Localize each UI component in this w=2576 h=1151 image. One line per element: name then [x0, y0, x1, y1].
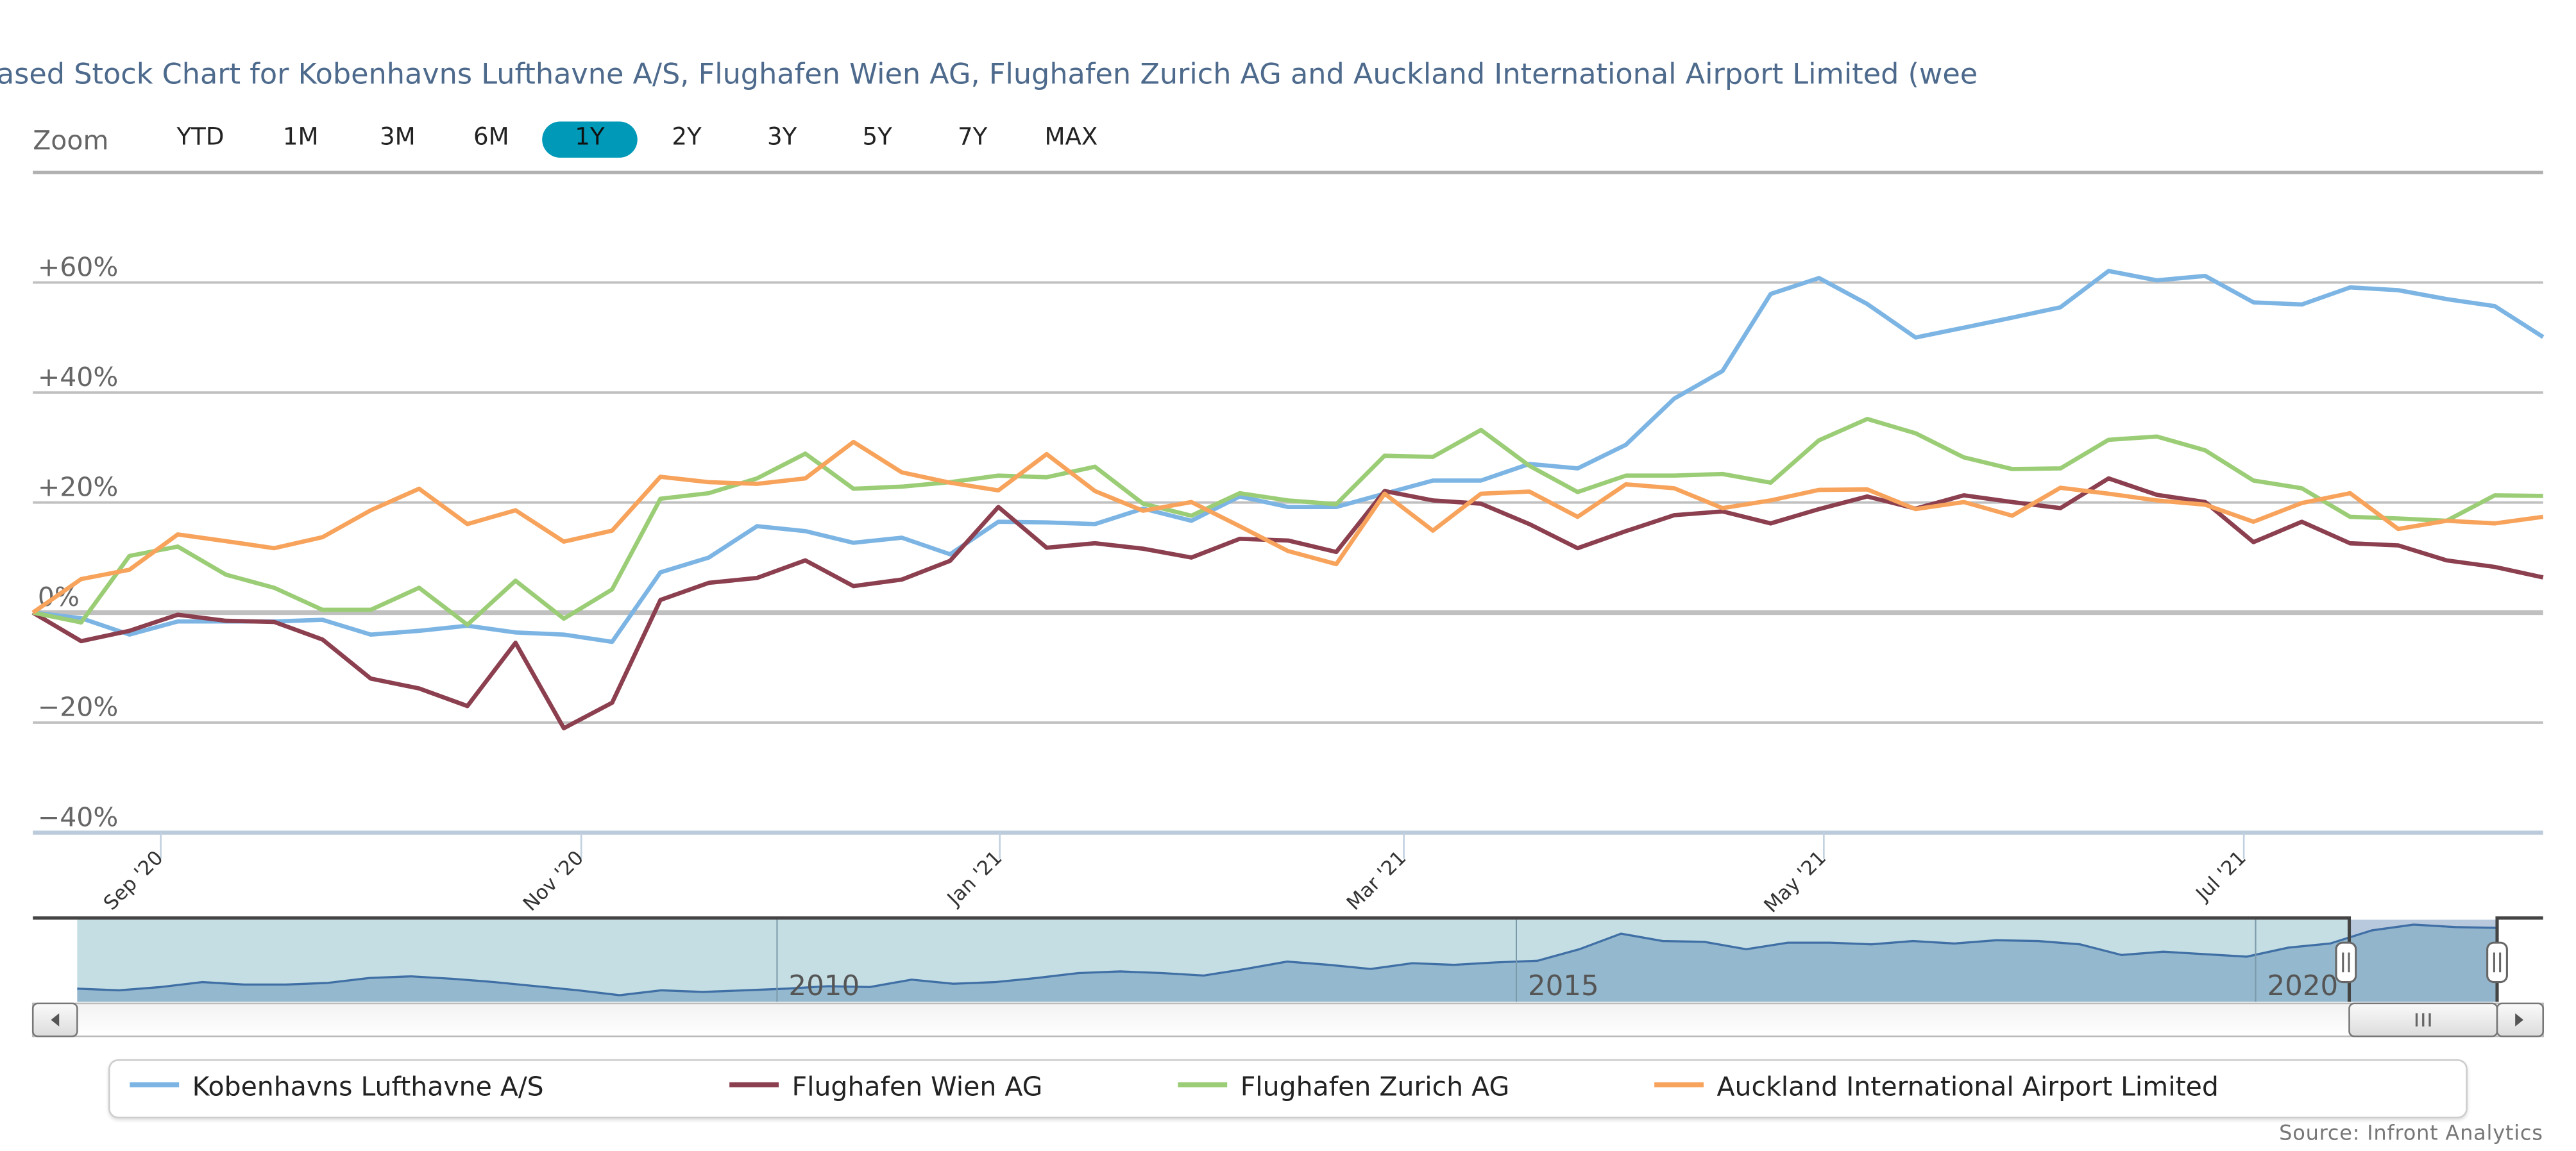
legend-swatch — [1178, 1082, 1228, 1088]
legend-label: Kobenhavns Lufthavne A/S — [192, 1070, 544, 1102]
zoom-label: Zoom — [33, 124, 109, 156]
x-tick-label: Sep '20 — [99, 846, 168, 915]
y-tick-label: +40% — [38, 362, 118, 392]
series-line-flughafen-zurich-ag — [32, 417, 2543, 627]
zoom-button-7y[interactable]: 7Y — [958, 124, 988, 151]
x-tick-label: Jul '21 — [2190, 846, 2251, 907]
y-tick-label: +60% — [38, 251, 118, 282]
legend-swatch — [729, 1082, 779, 1088]
zoom-button-1m[interactable]: 1M — [282, 124, 319, 151]
zoom-button-max[interactable]: MAX — [1044, 124, 1098, 151]
navigator-line — [77, 923, 2498, 996]
y-tick-label: −40% — [38, 802, 118, 832]
navigator-handle-left[interactable] — [2335, 941, 2357, 984]
legend-item-wien[interactable]: Flughafen Wien AG — [729, 1071, 1042, 1102]
legend-swatch — [1654, 1082, 1704, 1088]
legend: Kobenhavns Lufthavne A/S Flughafen Wien … — [108, 1059, 2468, 1119]
legend-swatch — [130, 1082, 180, 1088]
arrow-left-icon — [51, 1013, 60, 1027]
arrow-right-icon — [2515, 1013, 2524, 1027]
navigator-area — [77, 924, 2498, 1002]
zoom-button-ytd[interactable]: YTD — [176, 124, 225, 151]
series-line-auckland-international-airport-limited — [31, 439, 2544, 615]
x-tick-label: Mar '21 — [1342, 846, 1411, 915]
navigator-handle-right[interactable] — [2486, 941, 2508, 984]
legend-label: Auckland International Airport Limited — [1716, 1070, 2219, 1102]
zoom-button-3m[interactable]: 3M — [379, 124, 416, 151]
navigator-year-label: 2015 — [1528, 970, 1599, 1002]
series-line-kobenhavns-lufthavne-a-s — [32, 269, 2545, 644]
zoom-button-5y[interactable]: 5Y — [862, 124, 892, 151]
navigator-year-label: 2010 — [788, 970, 860, 1002]
navigator-year-label: 2020 — [2267, 970, 2338, 1002]
chart-title: ased Stock Chart for Kobenhavns Lufthavn… — [0, 59, 1978, 92]
series-line-flughafen-wien-ag — [31, 476, 2544, 730]
x-tick-label: May '21 — [1759, 846, 1831, 918]
legend-item-auckland[interactable]: Auckland International Airport Limited — [1654, 1071, 2219, 1102]
x-tick-label: Nov '20 — [519, 846, 588, 916]
scrollbar-track[interactable] — [31, 1002, 2545, 1038]
zoom-button-6m[interactable]: 6M — [473, 124, 509, 151]
zoom-button-2y[interactable]: 2Y — [672, 124, 702, 151]
legend-label: Flughafen Wien AG — [792, 1070, 1043, 1102]
y-tick-label: +20% — [38, 471, 118, 502]
source-credit: Source: Infront Analytics — [2279, 1120, 2543, 1145]
zoom-button-1y[interactable]: 1Y — [542, 121, 638, 158]
zoom-button-3y[interactable]: 3Y — [767, 124, 797, 151]
legend-item-kobenhavns[interactable]: Kobenhavns Lufthavne A/S — [130, 1070, 544, 1102]
y-tick-label: −20% — [38, 692, 118, 723]
legend-label: Flughafen Zurich AG — [1240, 1070, 1510, 1102]
legend-item-zurich[interactable]: Flughafen Zurich AG — [1178, 1071, 1509, 1102]
x-tick-label: Jan '21 — [942, 846, 1007, 911]
